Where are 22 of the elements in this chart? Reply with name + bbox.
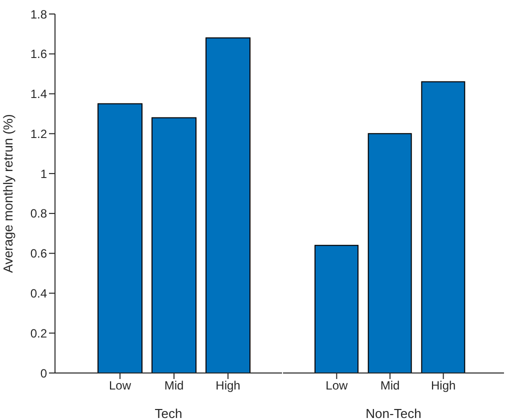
y-tick-label: 1.4 (30, 87, 48, 102)
y-tick-label: 1.8 (30, 7, 48, 22)
y-tick-label: 0 (40, 366, 48, 380)
y-tick-label: 1.2 (30, 126, 48, 141)
y-tick-label: 0.8 (30, 206, 48, 221)
x-tick-label: Mid (164, 378, 184, 393)
y-tick-label: 0.6 (30, 246, 48, 261)
y-tick-label: 0.2 (30, 326, 48, 340)
y-tick-label: 1 (40, 166, 48, 181)
x-tick-label: High (430, 378, 456, 393)
y-tick-label: 1.6 (30, 47, 48, 62)
x-tick-label: Low (108, 378, 132, 393)
y-axis-title: Average monthly retrun (%) (0, 114, 16, 273)
x-axis-title: Non-Tech (366, 406, 422, 419)
x-axis-title: Tech (154, 406, 182, 419)
x-tick-label: Low (326, 378, 348, 393)
bar (206, 37, 250, 373)
bar (152, 117, 196, 373)
bar (98, 103, 142, 373)
x-tick-label: High (216, 378, 240, 393)
y-tick-label: 0.4 (30, 286, 48, 300)
x-tick-label: Mid (380, 378, 400, 393)
